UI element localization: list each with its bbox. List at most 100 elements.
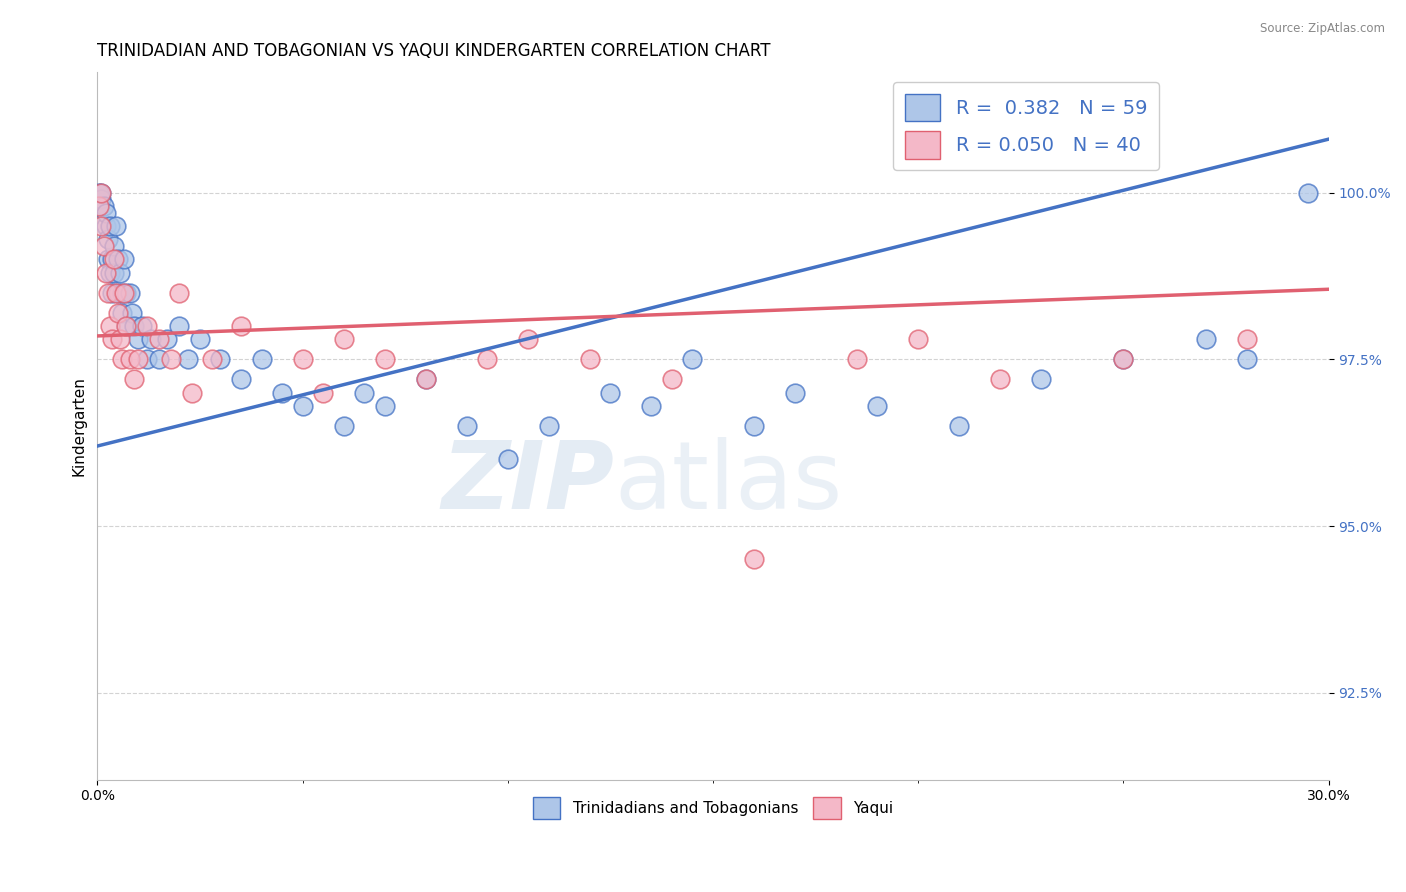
- Point: [100, 252, 122, 267]
- Point: [93, 199, 115, 213]
- Point: [866, 399, 889, 413]
- Point: [250, 352, 273, 367]
- Point: [477, 352, 499, 367]
- Point: [156, 332, 179, 346]
- Point: [124, 372, 146, 386]
- Point: [661, 372, 683, 386]
- Point: [160, 352, 183, 367]
- Point: [103, 252, 125, 267]
- Point: [103, 239, 125, 253]
- Point: [229, 318, 252, 333]
- Point: [98, 266, 121, 280]
- Point: [93, 239, 115, 253]
- Point: [332, 419, 354, 434]
- Point: [111, 352, 134, 367]
- Point: [127, 352, 149, 367]
- Point: [98, 219, 121, 233]
- Text: TRINIDADIAN AND TOBAGONIAN VS YAQUI KINDERGARTEN CORRELATION CHART: TRINIDADIAN AND TOBAGONIAN VS YAQUI KIND…: [97, 42, 770, 60]
- Point: [229, 372, 252, 386]
- Point: [111, 285, 134, 300]
- Point: [104, 219, 127, 233]
- Point: [103, 266, 125, 280]
- Point: [127, 332, 149, 346]
- Point: [1112, 352, 1135, 367]
- Point: [124, 318, 146, 333]
- Point: [104, 285, 127, 300]
- Point: [135, 318, 157, 333]
- Point: [112, 252, 135, 267]
- Point: [115, 318, 138, 333]
- Point: [111, 305, 134, 319]
- Point: [640, 399, 662, 413]
- Point: [312, 385, 335, 400]
- Point: [94, 205, 117, 219]
- Point: [353, 385, 375, 400]
- Point: [374, 352, 396, 367]
- Point: [108, 266, 131, 280]
- Point: [94, 219, 117, 233]
- Point: [97, 252, 120, 267]
- Point: [579, 352, 602, 367]
- Point: [90, 192, 112, 206]
- Point: [89, 186, 111, 200]
- Point: [148, 352, 170, 367]
- Point: [169, 285, 191, 300]
- Point: [120, 352, 142, 367]
- Point: [742, 419, 765, 434]
- Point: [135, 352, 157, 367]
- Text: ZIP: ZIP: [441, 436, 614, 529]
- Legend: Trinidadians and Tobagonians, Yaqui: Trinidadians and Tobagonians, Yaqui: [527, 791, 900, 825]
- Point: [456, 419, 478, 434]
- Point: [1236, 352, 1258, 367]
- Point: [271, 385, 294, 400]
- Point: [291, 352, 314, 367]
- Y-axis label: Kindergarten: Kindergarten: [72, 376, 86, 476]
- Point: [374, 399, 396, 413]
- Point: [415, 372, 437, 386]
- Point: [517, 332, 540, 346]
- Point: [107, 252, 129, 267]
- Point: [98, 318, 121, 333]
- Point: [845, 352, 868, 367]
- Point: [97, 285, 120, 300]
- Point: [1296, 186, 1319, 200]
- Point: [115, 285, 138, 300]
- Point: [97, 232, 120, 246]
- Point: [180, 385, 202, 400]
- Point: [201, 352, 224, 367]
- Point: [90, 186, 112, 200]
- Point: [115, 318, 138, 333]
- Point: [131, 318, 153, 333]
- Point: [176, 352, 198, 367]
- Point: [139, 332, 162, 346]
- Point: [988, 372, 1011, 386]
- Point: [537, 419, 560, 434]
- Point: [188, 332, 211, 346]
- Point: [948, 419, 970, 434]
- Point: [89, 199, 111, 213]
- Point: [783, 385, 806, 400]
- Point: [682, 352, 704, 367]
- Point: [291, 399, 314, 413]
- Point: [107, 285, 129, 300]
- Text: Source: ZipAtlas.com: Source: ZipAtlas.com: [1260, 22, 1385, 36]
- Point: [148, 332, 170, 346]
- Point: [120, 285, 142, 300]
- Point: [742, 552, 765, 566]
- Point: [1194, 332, 1216, 346]
- Point: [907, 332, 929, 346]
- Point: [1031, 372, 1053, 386]
- Point: [94, 266, 117, 280]
- Point: [100, 332, 122, 346]
- Point: [90, 219, 112, 233]
- Point: [100, 285, 122, 300]
- Point: [112, 285, 135, 300]
- Point: [90, 186, 112, 200]
- Point: [496, 452, 519, 467]
- Point: [121, 305, 143, 319]
- Point: [415, 372, 437, 386]
- Point: [599, 385, 621, 400]
- Point: [107, 305, 129, 319]
- Point: [169, 318, 191, 333]
- Point: [209, 352, 232, 367]
